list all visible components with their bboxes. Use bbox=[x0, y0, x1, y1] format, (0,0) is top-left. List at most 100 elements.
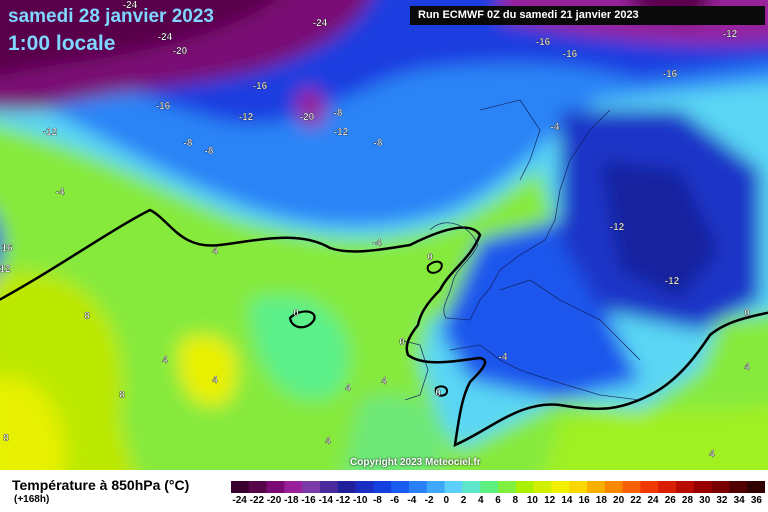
isotherm-label: 4 bbox=[325, 436, 331, 447]
legend-swatch bbox=[676, 481, 695, 493]
legend-swatch bbox=[515, 481, 534, 493]
isotherm-label: 8 bbox=[84, 311, 90, 322]
legend-swatch bbox=[658, 481, 677, 493]
legend-swatch bbox=[426, 481, 445, 493]
legend-tick-label: -14 bbox=[319, 495, 334, 505]
isotherm-labels: -24-24-24-20-16-16-12-16-16-16-12 -20 -8-1… bbox=[0, 0, 750, 460]
legend-swatch bbox=[391, 481, 410, 493]
legend-tick-label: 14 bbox=[561, 495, 573, 505]
legend-tick-label: -24 bbox=[232, 495, 247, 505]
legend-swatch bbox=[320, 481, 339, 493]
forecast-time: 1:00 locale bbox=[8, 32, 116, 55]
legend-swatch bbox=[337, 481, 356, 493]
isotherm-label: -8 bbox=[205, 146, 214, 157]
isotherm-label: -24 bbox=[158, 32, 173, 43]
legend-swatch bbox=[569, 481, 588, 493]
legend-swatch bbox=[231, 481, 250, 493]
legend-tick-label: -22 bbox=[250, 495, 265, 505]
legend-swatch bbox=[480, 481, 499, 493]
legend-tick-label: 36 bbox=[751, 495, 763, 505]
legend-swatch bbox=[266, 481, 285, 493]
isotherm-label: -24 bbox=[123, 0, 138, 11]
legend-swatch bbox=[284, 481, 303, 493]
legend-swatch bbox=[373, 481, 392, 493]
legend-tick-label: -6 bbox=[390, 495, 399, 505]
temperature-map: -24-24-24-20-16-16-12-16-16-16-12 -20 -8-1… bbox=[0, 0, 768, 470]
legend-tick-label: 0 bbox=[444, 495, 450, 505]
isotherm-label: -16 bbox=[563, 49, 578, 60]
isotherm-label: -4 bbox=[56, 187, 65, 198]
legend-tick-label: 6 bbox=[495, 495, 501, 505]
legend-tick-label: 32 bbox=[716, 495, 728, 505]
legend-tick-label: 2 bbox=[461, 495, 467, 505]
isotherm-label: 0 bbox=[435, 388, 441, 399]
isotherm-label: -12 bbox=[239, 112, 254, 123]
legend-tick-label: 16 bbox=[579, 495, 591, 505]
legend-swatch bbox=[248, 481, 267, 493]
isotherm-label: -16 bbox=[536, 37, 551, 48]
legend-swatch bbox=[302, 481, 321, 493]
legend-tick-label: -10 bbox=[353, 495, 368, 505]
forecast-date: samedi 28 janvier 2023 bbox=[8, 6, 214, 27]
isotherm-label: -20 bbox=[173, 46, 188, 57]
isotherm-label: -24 bbox=[313, 18, 328, 29]
model-run-info: Run ECMWF 0Z du samedi 21 janvier 2023 bbox=[410, 6, 765, 25]
legend-swatch bbox=[533, 481, 552, 493]
isotherm-label: 4 bbox=[162, 355, 168, 366]
isotherm-label: -20 bbox=[300, 112, 315, 123]
isotherm-label: -16 bbox=[253, 81, 268, 92]
legend-tick-label: -8 bbox=[373, 495, 382, 505]
legend-tick-label: 22 bbox=[630, 495, 642, 505]
isotherm-label: 4 bbox=[212, 246, 218, 257]
legend-title: Température à 850hPa (°C) bbox=[12, 477, 190, 493]
legend-swatch bbox=[622, 481, 641, 493]
legend-tick-label: 20 bbox=[613, 495, 625, 505]
legend-tick-label: 4 bbox=[478, 495, 484, 505]
isotherm-label: -12 bbox=[665, 276, 680, 287]
isotherm-label: 12 bbox=[0, 264, 11, 275]
isotherm-label: -12 bbox=[43, 127, 58, 138]
legend-swatch bbox=[444, 481, 463, 493]
isotherm-label: 8 bbox=[3, 433, 9, 444]
isotherm-label: -4 bbox=[373, 238, 382, 249]
isotherm-label: 0 bbox=[427, 252, 433, 263]
isotherm-label: 8 bbox=[119, 390, 125, 401]
isotherm-label: -8 bbox=[334, 108, 343, 119]
forecast-lead-time: (+168h) bbox=[14, 494, 50, 505]
legend-tick-label: 26 bbox=[665, 495, 677, 505]
isotherm-label: -16 bbox=[663, 69, 678, 80]
isotherm-label: -12 bbox=[723, 29, 738, 40]
isotherm-label: 4 bbox=[709, 449, 715, 460]
isotherm-label: 0 bbox=[744, 308, 750, 319]
legend-swatch bbox=[711, 481, 730, 493]
legend-swatch bbox=[498, 481, 517, 493]
legend-swatch bbox=[747, 481, 765, 493]
isotherm-label: 4 bbox=[381, 376, 387, 387]
legend-swatch bbox=[693, 481, 712, 493]
color-scale-legend: -24 -22 -20 -18 -16 -14 -12 -10 -8 -6 -4 -2 0 2 4 6 8 10 1… bbox=[231, 481, 765, 505]
isotherm-label: 16 bbox=[1, 243, 13, 254]
isotherm-label: -16 bbox=[156, 101, 171, 112]
legend-swatch bbox=[604, 481, 623, 493]
isotherm-label: -8 bbox=[184, 138, 193, 149]
isotherm-label: -4 bbox=[551, 122, 560, 133]
legend-tick-label: -4 bbox=[407, 495, 416, 505]
isotherm-label: 4 bbox=[212, 375, 218, 386]
legend-tick-label: -16 bbox=[301, 495, 316, 505]
legend-tick-label: -12 bbox=[336, 495, 351, 505]
isotherm-label: -12 bbox=[610, 222, 625, 233]
isotherm-label: 4 bbox=[345, 383, 351, 394]
legend-tick-label: -18 bbox=[284, 495, 299, 505]
legend-tick-label: 34 bbox=[734, 495, 746, 505]
legend-tick-label: -2 bbox=[425, 495, 434, 505]
isotherm-label: 0 bbox=[293, 308, 299, 319]
legend-swatch bbox=[462, 481, 481, 493]
isotherm-label: -8 bbox=[374, 138, 383, 149]
legend-swatch bbox=[551, 481, 570, 493]
legend-swatch bbox=[355, 481, 374, 493]
legend-swatch bbox=[640, 481, 659, 493]
isotherm-label: 0 bbox=[399, 337, 405, 348]
isotherm-label: -4 bbox=[499, 352, 508, 363]
copyright-text: Copyright 2023 Meteociel.fr bbox=[350, 457, 481, 468]
